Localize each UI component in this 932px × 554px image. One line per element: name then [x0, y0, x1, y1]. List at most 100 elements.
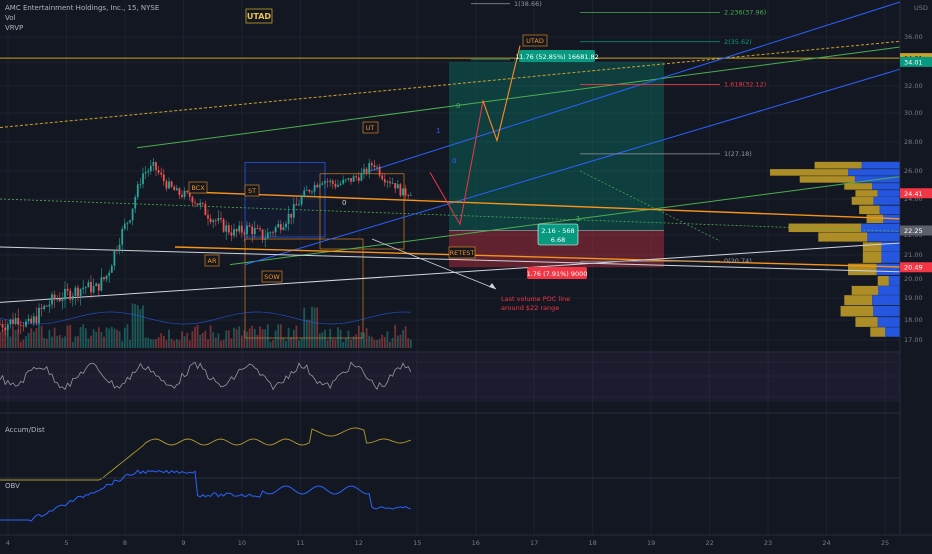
price-badge-label-2: 24.41 — [904, 190, 923, 198]
volume-bar-138 — [357, 325, 360, 348]
volume-bar-73 — [188, 340, 191, 348]
poc-arrow-head — [489, 283, 496, 289]
price-tick-11: 18.00 — [904, 316, 923, 324]
vrvp-legend[interactable]: VRVP — [5, 24, 24, 32]
candle-body-62 — [160, 172, 163, 175]
candle-body-21 — [53, 294, 56, 300]
candle-body-137 — [355, 176, 358, 178]
volume-bar-105 — [272, 340, 274, 348]
candle-body-25 — [64, 288, 66, 300]
volume-bar-84 — [217, 333, 220, 348]
candle-body-81 — [209, 218, 212, 223]
candle-body-88 — [227, 225, 230, 233]
vol-legend[interactable]: Vol — [5, 14, 16, 22]
ut-box — [362, 121, 379, 134]
volume-bar-29 — [74, 336, 77, 348]
vp-buy-14 — [878, 285, 900, 295]
volume-bar-43 — [110, 326, 113, 348]
volume-bar-12 — [30, 328, 33, 348]
vp-sell-11 — [862, 251, 882, 263]
obv-title: OBV — [5, 482, 20, 490]
candle-body-66 — [170, 181, 173, 187]
volume-bar-67 — [173, 340, 176, 348]
volume-bar-92 — [238, 326, 241, 348]
candle-body-105 — [272, 232, 274, 234]
price-tick-8: 21.00 — [904, 251, 923, 259]
vp-buy-11 — [881, 251, 900, 263]
candle-body-5 — [12, 319, 14, 325]
candle-body-61 — [157, 169, 160, 173]
grid — [0, 0, 900, 535]
vp-buy-8 — [861, 223, 900, 233]
annotation-labels: UTAD UTAD UT BCX ST AR SOW RETEST 0 0 0 … — [5, 4, 928, 490]
candle-body-158 — [409, 195, 412, 196]
volume-bar-119 — [308, 319, 311, 348]
bcx-label: BCX — [191, 184, 205, 192]
candle-body-34 — [87, 282, 90, 288]
volume-bar-6 — [14, 330, 17, 348]
date-tick-14: 24 — [822, 539, 830, 547]
symbol-title: AMC Entertainment Holdings, Inc., 15, NY… — [5, 4, 160, 12]
obv-line — [0, 469, 411, 522]
date-tick-12: 22 — [705, 539, 713, 547]
volume-bar-126 — [326, 340, 329, 348]
volume-bar-131 — [339, 329, 342, 348]
candle-body-26 — [66, 288, 69, 291]
candle-body-6 — [14, 317, 17, 325]
vp-sell-5 — [851, 196, 874, 205]
vp-buy-13 — [888, 276, 900, 286]
volume-bar-63 — [162, 335, 165, 348]
candle-body-138 — [357, 177, 360, 181]
candle-body-7 — [17, 317, 20, 325]
candle-body-29 — [74, 287, 77, 296]
candle-body-129 — [334, 183, 337, 187]
volume-bar-109 — [282, 337, 285, 348]
volume-bar-2 — [4, 329, 7, 348]
volume-bar-25 — [64, 336, 66, 348]
candle-body-45 — [116, 250, 118, 251]
volume-bar-76 — [196, 324, 199, 348]
candle-body-1 — [1, 324, 4, 328]
volume-bar-52 — [134, 304, 137, 348]
candle-body-77 — [199, 202, 202, 206]
volume-bar-24 — [61, 337, 64, 348]
price-tick-0: 36.00 — [904, 33, 923, 41]
candle-body-130 — [337, 184, 339, 187]
candle-body-76 — [196, 203, 199, 206]
candle-body-117 — [303, 190, 306, 197]
candle-body-104 — [269, 232, 272, 234]
price-badge-label-1: 34.01 — [904, 58, 923, 66]
volume-bar-98 — [253, 329, 256, 348]
ut-label: UT — [366, 124, 375, 132]
volume-bar-112 — [290, 336, 293, 348]
fib-label-0: 2.236(37.96) — [724, 9, 766, 17]
utad-mid-label: UTAD — [526, 37, 544, 45]
candle-body-20 — [51, 294, 53, 305]
fib-label-2: 1.618(32.12) — [724, 81, 766, 89]
volume-bar-137 — [355, 334, 358, 348]
zero-label-b: 0 — [452, 157, 456, 165]
volume-bar-83 — [214, 337, 217, 348]
trend-lines: 2.236(37.96) 2(35.62) 1.618(32.12) 1(27.18)… — [0, 0, 932, 303]
candle-body-35 — [90, 282, 92, 293]
candle-body-148 — [383, 179, 386, 183]
volume-bar-31 — [79, 327, 82, 348]
fib-label-3: 1(27.18) — [724, 150, 752, 158]
volume-bar-8 — [19, 341, 22, 348]
candle-body-140 — [363, 168, 365, 173]
projection-orange — [482, 45, 521, 143]
volume-bar-49 — [126, 324, 129, 348]
vp-buy-18 — [885, 327, 900, 337]
candle-body-93 — [240, 225, 243, 233]
white-rising-line — [0, 242, 901, 303]
poc-note-line1: Last volume POC line — [501, 295, 570, 303]
date-tick-10: 18 — [589, 539, 597, 547]
volume-bar-149 — [386, 331, 389, 348]
volume-bar-133 — [344, 338, 347, 348]
volume-bar-39 — [100, 331, 103, 348]
volume-bar-93 — [240, 335, 243, 348]
candle-body-136 — [352, 176, 355, 182]
volume-bar-104 — [269, 341, 272, 348]
